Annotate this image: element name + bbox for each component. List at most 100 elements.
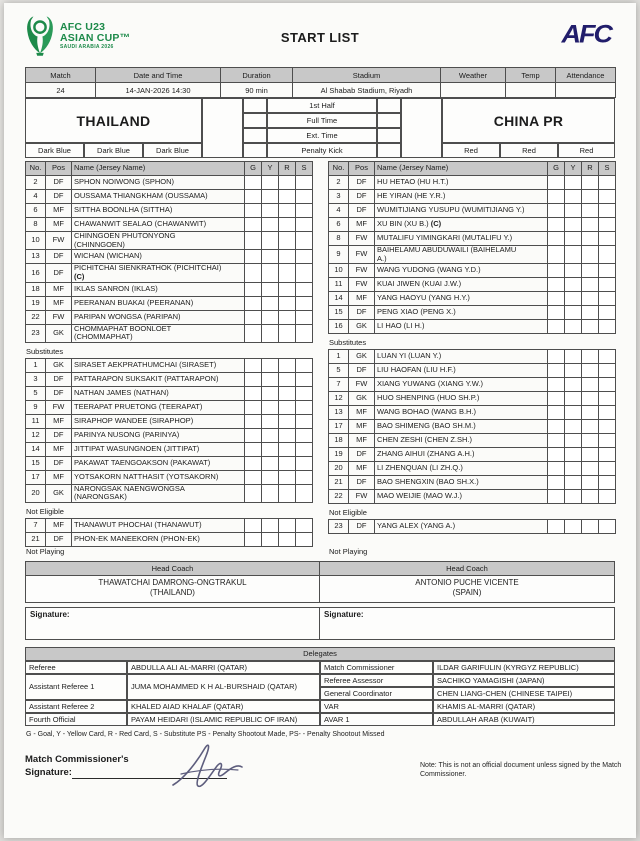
player-number: 15 bbox=[328, 305, 349, 321]
player-row: 13 MF WANG BOHAO (WANG B.H.) bbox=[328, 405, 616, 421]
player-name: MAO WEIJIE (MAO W.J.) bbox=[374, 489, 548, 505]
stat-cell-s bbox=[598, 349, 616, 365]
player-name: CHAWANWIT SEALAO (CHAWANWIT) bbox=[71, 217, 245, 232]
col-no: No. bbox=[25, 161, 46, 176]
stat-cell-y bbox=[261, 371, 279, 387]
signature-line bbox=[71, 768, 227, 780]
player-name: SIRASET AEKPRATHUMCHAI (SIRASET) bbox=[71, 357, 245, 373]
mc-signature-word: Signature: bbox=[25, 766, 72, 778]
tournament-logo-text: AFC U23 ASIAN CUP™ SAUDI ARABIA 2026 bbox=[60, 22, 130, 50]
stat-cell-r bbox=[581, 377, 599, 393]
player-row: 8 FW MUTALIFU YIMINGKARI (MUTALIFU Y.) bbox=[328, 231, 616, 246]
stat-cell-y bbox=[564, 377, 582, 393]
stat-cell-r bbox=[581, 447, 599, 463]
mc-label-line1: Match Commissioner's bbox=[25, 753, 129, 765]
col-y: Y bbox=[261, 161, 279, 176]
mc-label-line2: Signature: bbox=[25, 767, 615, 780]
player-name: MUTALIFU YIMINGKARI (MUTALIFU Y.) bbox=[374, 231, 548, 246]
spacer-cell bbox=[401, 98, 442, 158]
temp-value bbox=[505, 82, 556, 98]
player-number: 17 bbox=[328, 419, 349, 435]
player-position: DF bbox=[45, 175, 72, 190]
stat-cell-g bbox=[547, 419, 565, 435]
stat-cell-r bbox=[278, 295, 296, 311]
away-roster-column: No. Pos Name (Jersey Name) G Y R S 2 DF HU… bbox=[328, 161, 616, 559]
coach-signature-section: Signature: Signature: bbox=[25, 606, 615, 640]
player-row: 2 DF SPHON NOIWONG (SPHON) bbox=[25, 175, 313, 190]
stat-cell-r bbox=[278, 263, 296, 283]
stat-cell-y bbox=[564, 405, 582, 421]
home-not-eligible-table: 7 MF THANAWUT PHOCHAI (THANAWUT) 21 DF PHON-E… bbox=[25, 518, 313, 547]
col-pos: Pos bbox=[45, 161, 72, 176]
coach-country-line: (THAILAND) bbox=[150, 588, 195, 598]
col-s: S bbox=[295, 161, 313, 176]
player-number: 23 bbox=[328, 519, 349, 535]
stat-cell-s bbox=[598, 519, 616, 535]
match-header: Match bbox=[25, 67, 96, 83]
stat-cell-r bbox=[581, 349, 599, 365]
score-label-1st-half: 1st Half bbox=[267, 98, 377, 113]
stadium-value: Al Shabab Stadium, Riyadh bbox=[292, 82, 441, 98]
home-starters-table: No. Pos Name (Jersey Name) G Y R S 2 DF SP… bbox=[25, 161, 313, 343]
stat-cell-s bbox=[598, 419, 616, 435]
stat-cell-r bbox=[278, 469, 296, 485]
home-roster-column: No. Pos Name (Jersey Name) G Y R S 2 DF SP… bbox=[25, 161, 313, 559]
player-number: 19 bbox=[328, 447, 349, 463]
not-eligible-label: Not Eligible bbox=[26, 507, 64, 516]
player-name: NATHAN JAMES (NATHAN) bbox=[71, 385, 245, 401]
stat-cell-g bbox=[547, 519, 565, 535]
delegates-table: Referee ABDULLA ALI AL-MARRI (QATAR) Ass… bbox=[25, 660, 615, 726]
referee-assessor-name: SACHIKO YAMAGISHI (JAPAN) bbox=[433, 673, 615, 687]
stat-cell-g bbox=[547, 391, 565, 407]
official-document-note: Note: This is not an official document u… bbox=[420, 761, 622, 779]
stat-cell-r bbox=[581, 433, 599, 449]
stat-cell-y bbox=[564, 217, 582, 232]
player-name: PARINYA NUSONG (PARINYA) bbox=[71, 427, 245, 443]
stat-cell-r bbox=[581, 189, 599, 204]
var-name: KHAMIS AL-MARRI (QATAR) bbox=[433, 699, 615, 713]
stat-cell-g bbox=[244, 249, 262, 265]
player-number: 15 bbox=[25, 455, 46, 471]
col-g: G bbox=[547, 161, 565, 176]
away-kit-color-1: Red bbox=[442, 143, 500, 158]
stat-cell-g bbox=[547, 175, 565, 190]
col-r: R bbox=[278, 161, 296, 176]
player-row: 7 MF THANAWUT PHOCHAI (THANAWUT) bbox=[25, 518, 313, 533]
stat-cell-r bbox=[581, 475, 599, 491]
role-referee-assessor: Referee Assessor bbox=[320, 673, 433, 687]
stat-cell-g bbox=[547, 305, 565, 321]
stat-cell-r bbox=[278, 309, 296, 325]
player-position: DF bbox=[348, 363, 375, 379]
stat-cell-r bbox=[581, 419, 599, 435]
stat-cell-g bbox=[244, 230, 262, 251]
score-box-home-penalty bbox=[243, 143, 267, 158]
afc-logo: AFC bbox=[561, 20, 613, 48]
stat-cell-g bbox=[244, 217, 262, 232]
stat-cell-r bbox=[278, 413, 296, 429]
player-name: WANG YUDONG (WANG Y.D.) bbox=[374, 263, 548, 279]
stat-cell-y bbox=[564, 391, 582, 407]
player-position: DF bbox=[348, 447, 375, 463]
stat-cell-y bbox=[261, 385, 279, 401]
substitutes-label: Substitutes bbox=[26, 346, 64, 356]
player-name: XIANG YUWANG (XIANG Y.W.) bbox=[374, 377, 548, 393]
stat-cell-y bbox=[564, 189, 582, 204]
home-coach-signature-box: Signature: bbox=[25, 606, 320, 640]
stat-cell-y bbox=[564, 244, 582, 265]
player-position: FW bbox=[45, 230, 72, 251]
player-row: 21 DF PHON-EK MANEEKORN (PHON-EK) bbox=[25, 532, 313, 547]
stat-cell-r bbox=[581, 175, 599, 190]
stat-cell-s bbox=[295, 217, 313, 232]
stat-cell-r bbox=[278, 385, 296, 401]
player-number: 4 bbox=[25, 189, 46, 204]
general-coordinator-name: CHEN LIANG-CHEN (CHINESE TAIPEI) bbox=[433, 686, 615, 700]
stat-cell-y bbox=[261, 427, 279, 443]
rosters-section: No. Pos Name (Jersey Name) G Y R S 2 DF SP… bbox=[25, 161, 616, 559]
player-name: YOTSAKORN NATTHASIT (YOTSAKORN) bbox=[71, 469, 245, 485]
player-position: DF bbox=[348, 189, 375, 204]
player-position: DF bbox=[348, 175, 375, 190]
stat-cell-g bbox=[244, 295, 262, 311]
player-row: 20 MF LI ZHENQUAN (LI ZH.Q.) bbox=[328, 461, 616, 477]
player-name: PEERANAN BUAKAI (PEERANAN) bbox=[71, 295, 245, 311]
role-referee: Referee bbox=[25, 660, 127, 674]
